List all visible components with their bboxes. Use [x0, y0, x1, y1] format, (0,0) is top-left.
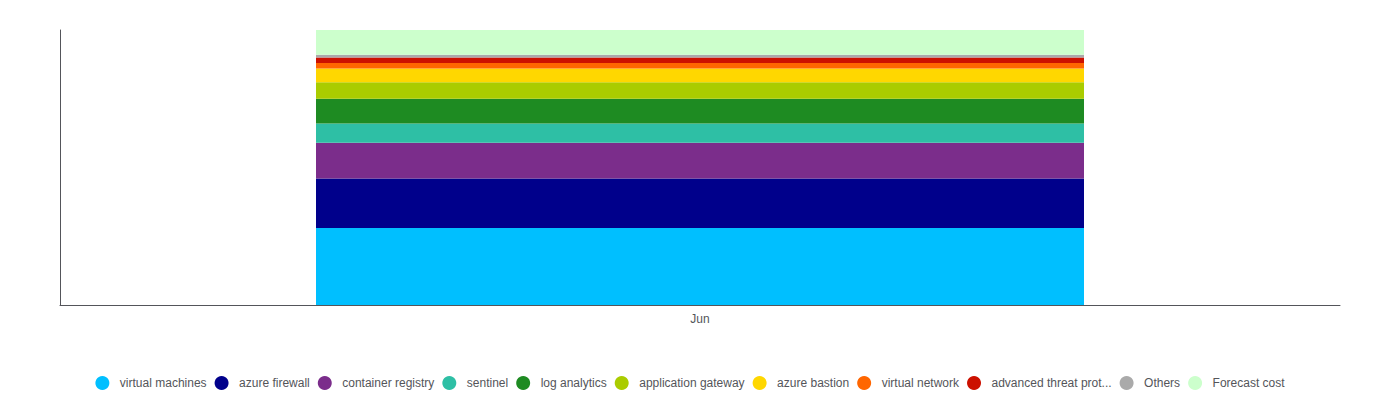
svg-text:application gateway: application gateway	[639, 376, 744, 390]
svg-text:Others: Others	[1144, 376, 1180, 390]
svg-text:advanced threat prot...: advanced threat prot...	[992, 376, 1112, 390]
svg-text:Jun: Jun	[690, 312, 709, 326]
svg-text:Forecast cost: Forecast cost	[1213, 376, 1286, 390]
svg-text:log analytics: log analytics	[541, 376, 607, 390]
svg-text:azure bastion: azure bastion	[777, 376, 849, 390]
svg-text:virtual machines: virtual machines	[120, 376, 207, 390]
svg-text:virtual network: virtual network	[882, 376, 960, 390]
svg-text:azure firewall: azure firewall	[239, 376, 310, 390]
svg-text:sentinel: sentinel	[467, 376, 508, 390]
svg-text:container registry: container registry	[342, 376, 434, 390]
